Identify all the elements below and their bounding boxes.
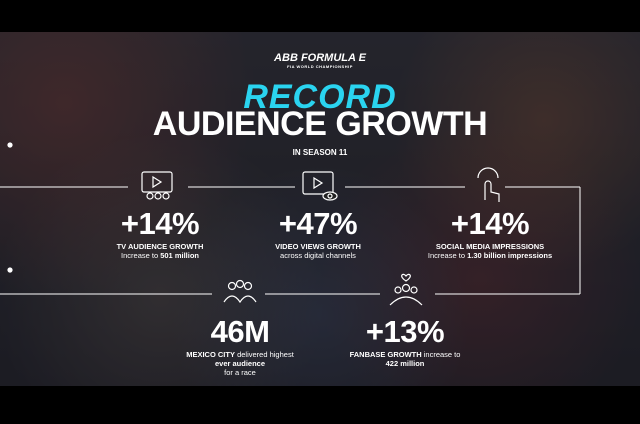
description-line: MEXICO CITY delivered highest: [186, 350, 294, 359]
description-text: delivered highest: [234, 350, 294, 359]
stat-value: +14%: [120, 206, 200, 241]
description-text: across digital channels: [280, 251, 356, 260]
touch-icon: [477, 167, 500, 202]
description-line: SOCIAL MEDIA IMPRESSIONS: [428, 242, 552, 251]
logo-name: FORMULA E: [300, 52, 366, 64]
stat-description: VIDEO VIEWS GROWTH across digital channel…: [275, 242, 361, 260]
stat-description: FANBASE GROWTH increase to 422 million: [350, 350, 461, 368]
crowd-icon: [223, 279, 257, 304]
description-line: for a race: [186, 368, 294, 377]
stat-description: TV AUDIENCE GROWTH Increase to 501 millio…: [117, 242, 204, 260]
description-text: Increase to: [121, 251, 161, 260]
fan-icon: [389, 273, 423, 306]
description-line: across digital channels: [275, 251, 361, 260]
description-text: VIDEO VIEWS GROWTH: [275, 242, 361, 251]
description-text: for a race: [224, 368, 256, 377]
background-shade: [0, 32, 640, 386]
logo-sub: FIA WORLD CHAMPIONSHIP: [287, 64, 353, 69]
description-line: TV AUDIENCE GROWTH: [117, 242, 204, 251]
description-line: VIDEO VIEWS GROWTH: [275, 242, 361, 251]
stat-value: +13%: [365, 314, 445, 349]
description-text: 1.30 billion impressions: [467, 251, 553, 260]
dot: [7, 267, 13, 273]
description-text: MEXICO CITY: [186, 350, 235, 359]
logo: ABB FORMULA E FIA WORLD CHAMPIONSHIP: [274, 52, 366, 69]
crowd-background: [0, 32, 640, 386]
subtitle: IN SEASON 11: [292, 148, 348, 157]
stat-value: +47%: [278, 206, 358, 241]
title: AUDIENCE GROWTH: [152, 105, 488, 143]
description-line: Increase to 1.30 billion impressions: [428, 251, 552, 260]
description-line: ever audience: [186, 359, 294, 368]
logo-brand: ABB: [274, 52, 298, 64]
description-text: Increase to: [427, 251, 468, 260]
dot: [7, 142, 13, 148]
description-text: FANBASE GROWTH: [349, 350, 422, 359]
description-text: ever audience: [214, 359, 266, 368]
description-line: FANBASE GROWTH increase to: [350, 350, 461, 359]
stat: +13% FANBASE GROWTH increase to 422 millio…: [350, 316, 461, 368]
stat: +14% SOCIAL MEDIA IMPRESSIONS Increase to …: [428, 208, 552, 260]
description-line: 422 million: [350, 359, 461, 368]
description-line: Increase to 501 million: [117, 251, 204, 260]
stat: +47% VIDEO VIEWS GROWTH across digital cha…: [275, 208, 361, 260]
stat-description: MEXICO CITY delivered highest ever audien…: [186, 350, 294, 377]
description-text: increase to: [421, 350, 461, 359]
stat: 46M MEXICO CITY delivered highest ever aud…: [186, 316, 294, 377]
tv-icon: [141, 171, 173, 200]
stat-description: SOCIAL MEDIA IMPRESSIONS Increase to 1.30…: [428, 242, 552, 260]
stat-value: +14%: [450, 206, 530, 241]
description-text: TV AUDIENCE GROWTH: [116, 242, 204, 251]
description-text: SOCIAL MEDIA IMPRESSIONS: [435, 242, 545, 251]
stat: +14% TV AUDIENCE GROWTH Increase to 501 mi…: [117, 208, 204, 260]
video-icon: [302, 171, 338, 201]
connector-lines: [0, 186, 581, 295]
description-text: 501 million: [160, 251, 199, 260]
description-text: 422 million: [385, 359, 425, 368]
stat-value: 46M: [210, 314, 270, 349]
kicker: RECORD: [243, 78, 397, 116]
